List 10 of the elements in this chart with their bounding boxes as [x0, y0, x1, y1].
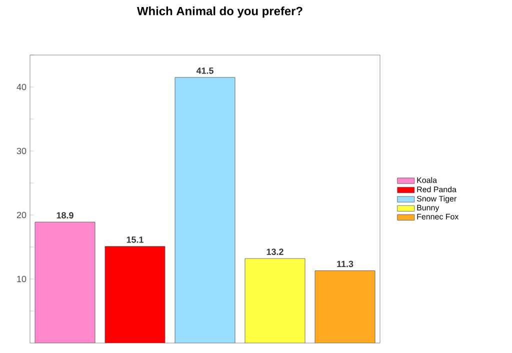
y-tick-label: 20 — [16, 212, 26, 218]
y-tick-label: 30 — [16, 148, 26, 154]
data-label: 15.1 — [126, 236, 144, 243]
data-label: 18.9 — [56, 212, 74, 219]
data-label: 13.2 — [266, 248, 284, 255]
y-tick-label: 10 — [17, 276, 26, 282]
data-label: 11.3 — [337, 260, 354, 268]
y-tick-label: 40 — [16, 84, 26, 90]
chart-title: Which Animal do you prefer? — [136, 6, 302, 18]
data-label: 41.5 — [196, 68, 214, 74]
